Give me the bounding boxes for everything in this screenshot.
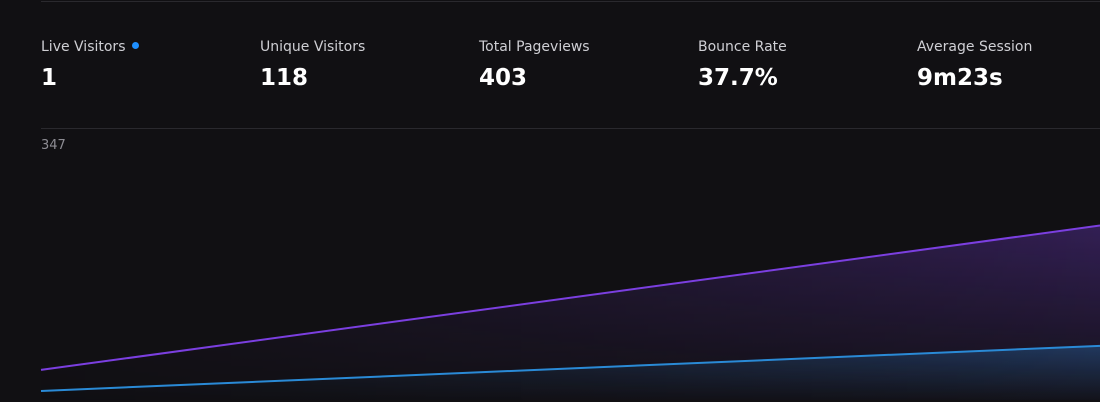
bounce-rate-value: 37.7% — [698, 65, 778, 91]
unique-visitors-label: Unique Visitors — [260, 39, 366, 55]
stats-row: Live Visitors 1 Unique Visitors 118 Tota… — [41, 38, 1100, 98]
unique-visitors-value: 118 — [260, 65, 309, 91]
average-session-label: Average Session — [917, 39, 1033, 55]
series-line-1 — [40, 344, 1100, 392]
stat-live-visitors[interactable]: Live Visitors 1 — [41, 38, 139, 92]
top-divider — [41, 1, 1100, 2]
live-visitors-value: 1 — [41, 65, 58, 91]
total-pageviews-label: Total Pageviews — [479, 39, 590, 55]
live-visitors-label: Live Visitors — [41, 39, 126, 55]
chart-plot-area — [40, 224, 1100, 400]
total-pageviews-value: 403 — [479, 65, 528, 91]
stat-total-pageviews[interactable]: Total Pageviews 403 — [479, 38, 590, 92]
stats-chart-divider — [41, 128, 1100, 129]
series-line-0 — [40, 224, 1100, 371]
y-axis-max-label: 347 — [41, 138, 66, 153]
stat-label-wrap: Live Visitors — [41, 38, 139, 56]
stat-bounce-rate[interactable]: Bounce Rate 37.7% — [698, 38, 787, 92]
bounce-rate-label: Bounce Rate — [698, 39, 787, 55]
average-session-value: 9m23s — [917, 65, 1003, 91]
stat-unique-visitors[interactable]: Unique Visitors 118 — [260, 38, 365, 92]
stat-average-session[interactable]: Average Session 9m23s — [917, 38, 1032, 92]
series-area-1 — [41, 345, 1100, 400]
live-indicator-dot-icon — [131, 42, 139, 49]
